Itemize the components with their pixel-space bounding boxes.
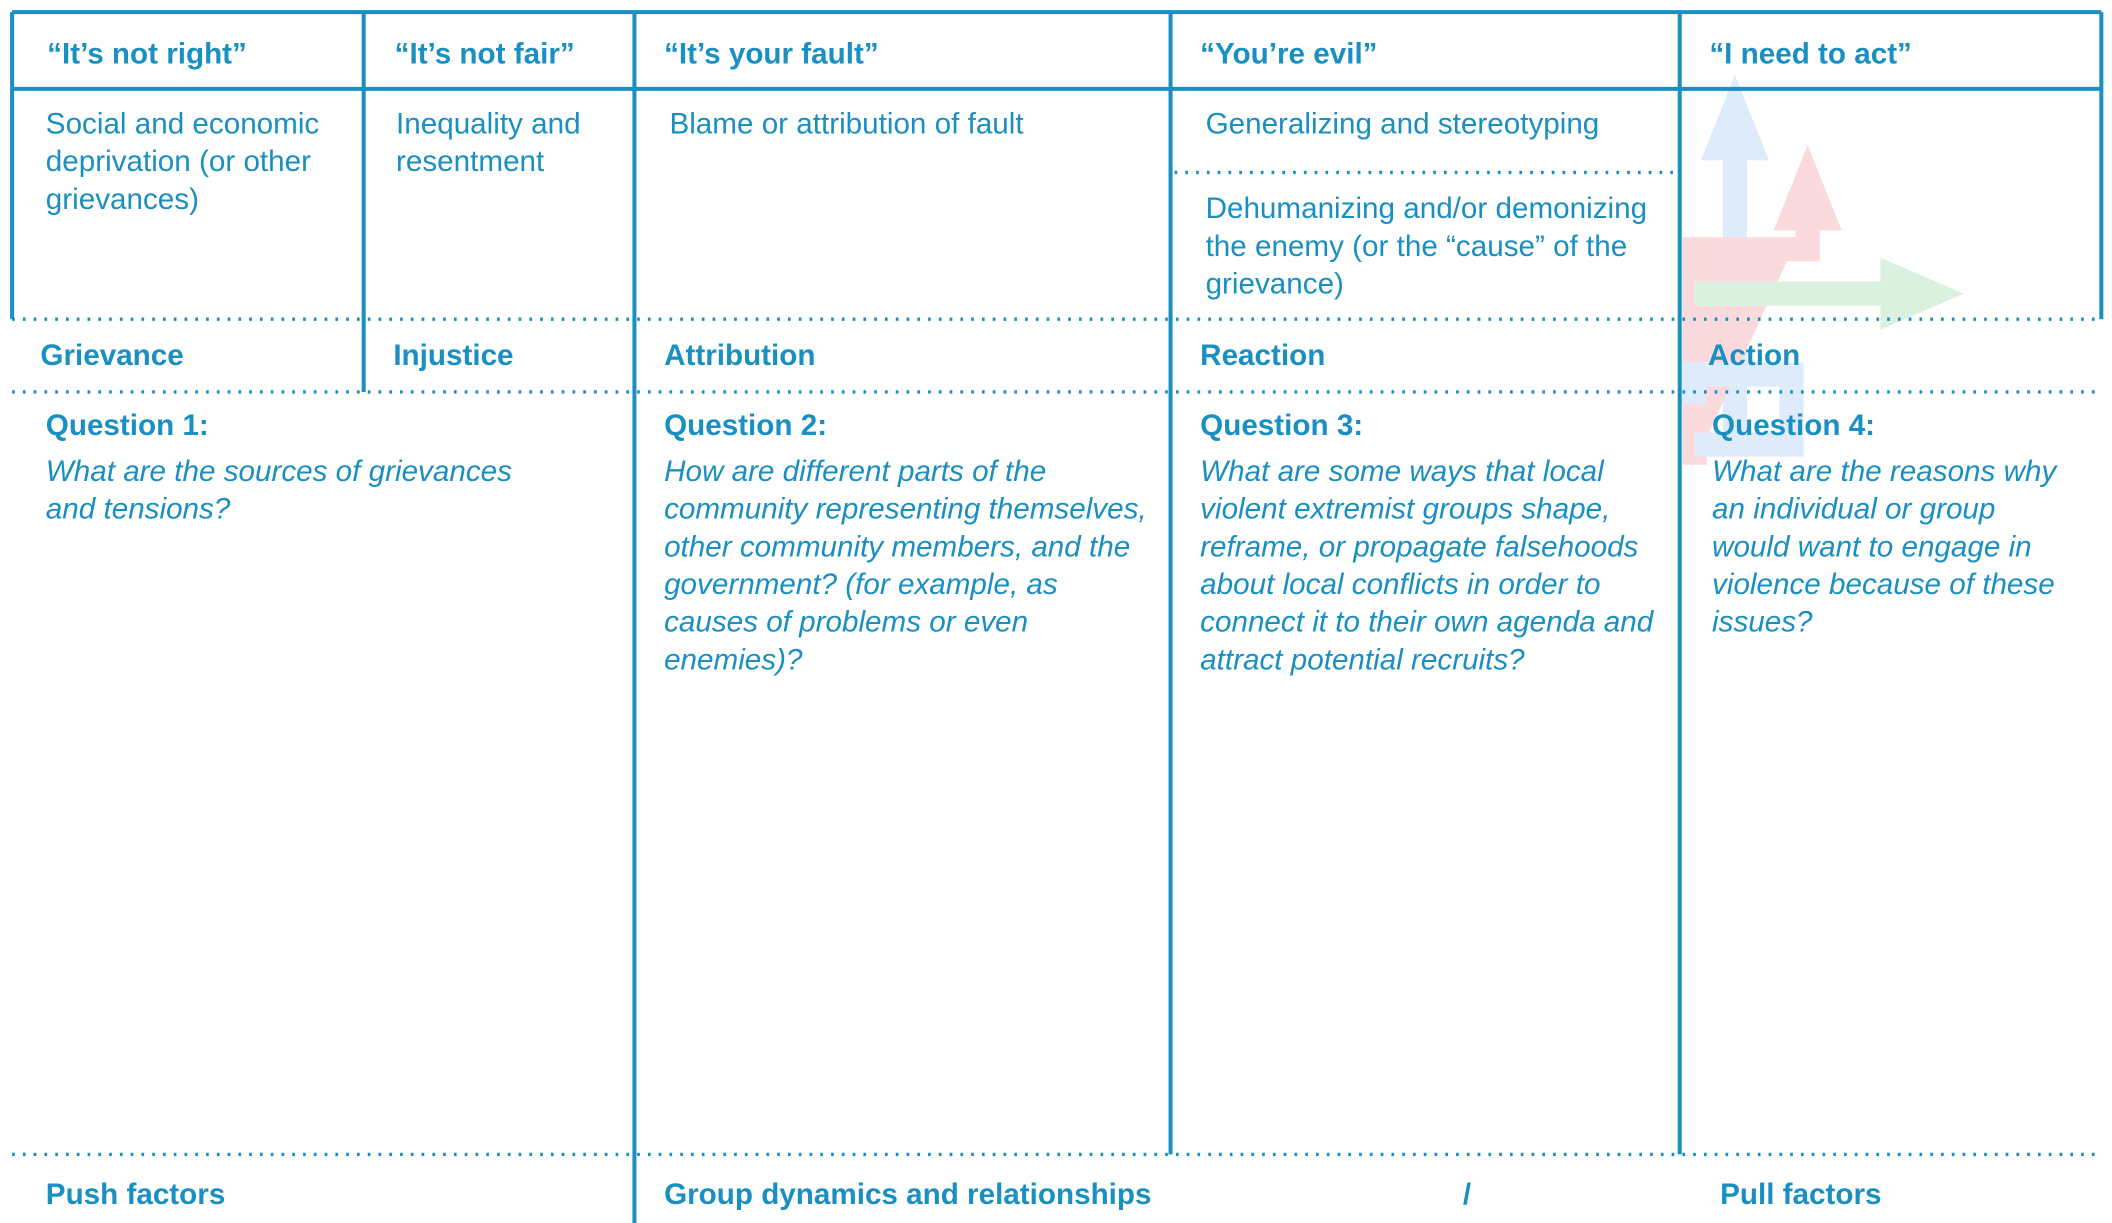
column-header: “It’s not right” xyxy=(47,36,247,71)
column-header: “It’s your fault” xyxy=(664,36,879,71)
question-title: Question 4: xyxy=(1712,408,1876,442)
description: Blame or attribution of fault xyxy=(669,106,1024,141)
description: Inequality and resentment xyxy=(396,106,581,178)
stage-label: Grievance xyxy=(40,338,184,372)
stage-label: Attribution xyxy=(664,338,816,372)
footer-label: Push factors xyxy=(45,1177,226,1211)
stage-label: Action xyxy=(1707,338,1801,372)
description: Social and economic deprivation (or othe… xyxy=(45,106,320,216)
stage-label: Reaction xyxy=(1200,338,1326,372)
question-text: What are the reasons why an individual o… xyxy=(1712,453,2057,639)
footer-label: Pull factors xyxy=(1720,1177,1882,1211)
question-text: What are the sources of grievances and t… xyxy=(45,453,512,526)
column-header: “It’s not fair” xyxy=(394,36,575,71)
question-title: Question 1: xyxy=(45,408,209,442)
stage-label: Injustice xyxy=(393,338,514,372)
description: Dehumanizing and/or demonizing the enemy… xyxy=(1205,191,1648,301)
question-text: How are different parts of the community… xyxy=(664,453,1147,677)
description: Generalizing and stereotyping xyxy=(1205,106,1600,141)
footer-label: Group dynamics and relationships xyxy=(664,1177,1152,1211)
question-title: Question 2: xyxy=(664,408,828,442)
column-header: “I need to act” xyxy=(1709,36,1912,71)
question-text: What are some ways that local violent ex… xyxy=(1200,453,1654,677)
column-header: “You’re evil” xyxy=(1200,36,1378,71)
footer-label: / xyxy=(1462,1177,1472,1211)
question-title: Question 3: xyxy=(1200,408,1364,442)
